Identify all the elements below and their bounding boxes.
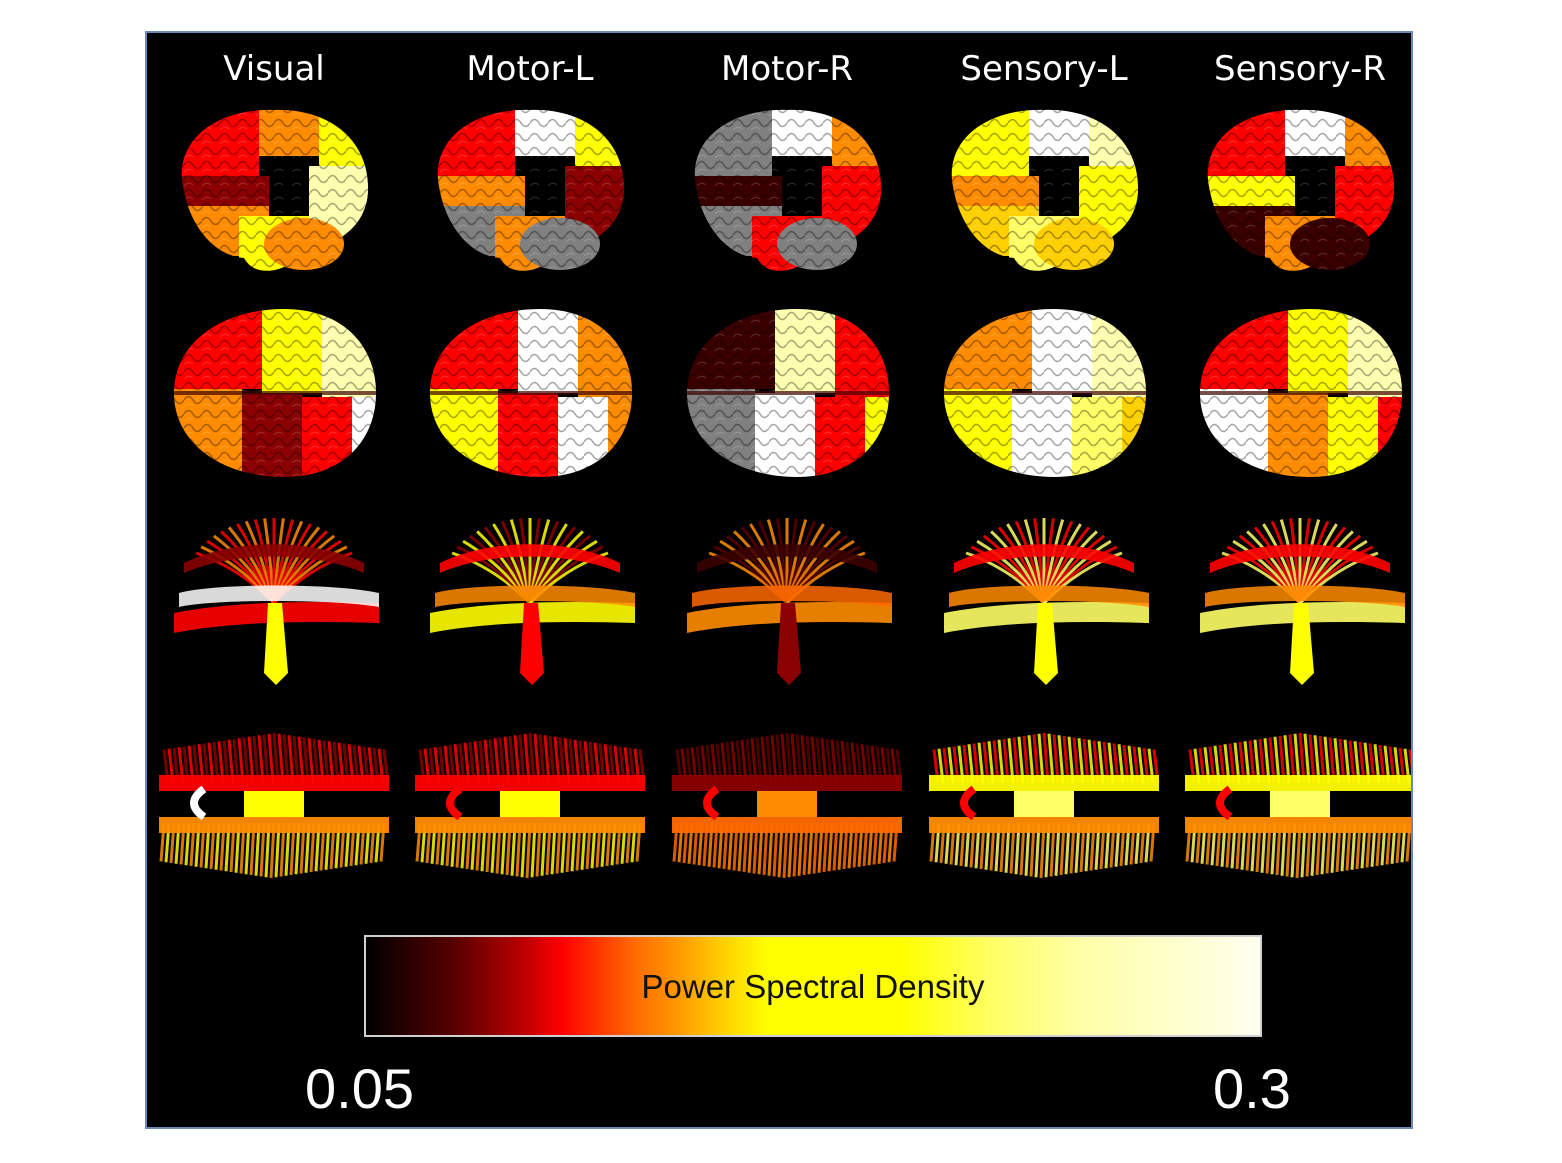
cortex-dorsal-panel-3 <box>944 309 1146 477</box>
tract-bundle <box>697 544 877 573</box>
cortex-dorsal-panel-2 <box>687 309 889 477</box>
column-title-sensory-l: Sensory-L <box>960 49 1128 89</box>
cortex-lateral-panel-0 <box>181 109 369 271</box>
tract-stem <box>1034 603 1058 685</box>
cortex-dorsal-panel-4 <box>1200 309 1402 477</box>
figure-panel: Visual Motor-L Motor-R Sensory-L Sensory… <box>145 31 1413 1129</box>
column-title-motor-l: Motor-L <box>466 49 594 89</box>
brain-figure-grid <box>159 109 1411 879</box>
tract-stem <box>520 603 544 685</box>
colorbar-max-label: 0.3 <box>1213 1057 1291 1120</box>
tracts-dorsal-panel-2 <box>672 732 903 879</box>
column-title-visual: Visual <box>223 49 325 89</box>
tract-bundle <box>440 544 620 573</box>
tract-arc <box>446 785 463 821</box>
tract-bundle <box>692 585 892 607</box>
tract-bundle <box>184 544 364 573</box>
tracts-lateral-panel-1 <box>430 518 635 685</box>
tract-bundle <box>415 817 645 833</box>
tract-arc <box>190 785 207 821</box>
tract-bundle <box>672 775 902 791</box>
tract-bundle <box>159 775 389 791</box>
tract-bundle <box>1210 544 1390 573</box>
tract-stem <box>264 603 288 685</box>
tract-bundle <box>1205 585 1405 607</box>
tract-bundle <box>1185 775 1411 791</box>
tract-stem <box>777 603 801 685</box>
tract-arc <box>960 785 977 821</box>
tract-bundle <box>672 817 902 833</box>
tracts-lateral-panel-0 <box>174 518 379 685</box>
column-title-motor-r: Motor-R <box>721 49 853 89</box>
tract-bundle <box>929 817 1159 833</box>
cortex-lateral-panel-2 <box>694 109 882 271</box>
cortex-lateral-panel-1 <box>437 109 625 271</box>
column-title-sensory-r: Sensory-R <box>1214 49 1386 89</box>
tract-bundle <box>500 791 560 817</box>
tracts-lateral-panel-3 <box>944 518 1149 685</box>
tract-bundle <box>244 791 304 817</box>
tract-bundle <box>954 544 1134 573</box>
tract-bundle <box>1014 791 1074 817</box>
colorbar-label: Power Spectral Density <box>641 968 985 1005</box>
cortex-dorsal-panel-1 <box>430 309 632 477</box>
tract-bundle <box>415 775 645 791</box>
tract-arc <box>1216 785 1233 821</box>
tract-bundle <box>159 817 389 833</box>
tract-bundle <box>1185 817 1411 833</box>
cortex-lateral-panel-3 <box>951 109 1139 271</box>
tract-bundle <box>757 791 817 817</box>
tracts-dorsal-panel-0 <box>159 732 390 879</box>
cortex-dorsal-panel-0 <box>174 309 376 477</box>
tract-stem <box>1290 603 1314 685</box>
tracts-lateral-panel-4 <box>1200 518 1405 685</box>
colorbar: Power Spectral Density <box>364 935 1262 1037</box>
tracts-lateral-panel-2 <box>687 518 892 685</box>
tract-bundle <box>1270 791 1330 817</box>
tract-bundle <box>929 775 1159 791</box>
tract-bundle <box>949 585 1149 607</box>
tract-bundle <box>435 585 635 607</box>
tract-arc <box>703 785 720 821</box>
cortex-lateral-panel-4 <box>1207 109 1395 271</box>
colorbar-min-label: 0.05 <box>305 1057 414 1120</box>
tracts-dorsal-panel-3 <box>929 732 1160 879</box>
tract-bundle <box>179 585 379 607</box>
tracts-dorsal-panel-1 <box>415 732 646 879</box>
tracts-dorsal-panel-4 <box>1185 732 1411 879</box>
